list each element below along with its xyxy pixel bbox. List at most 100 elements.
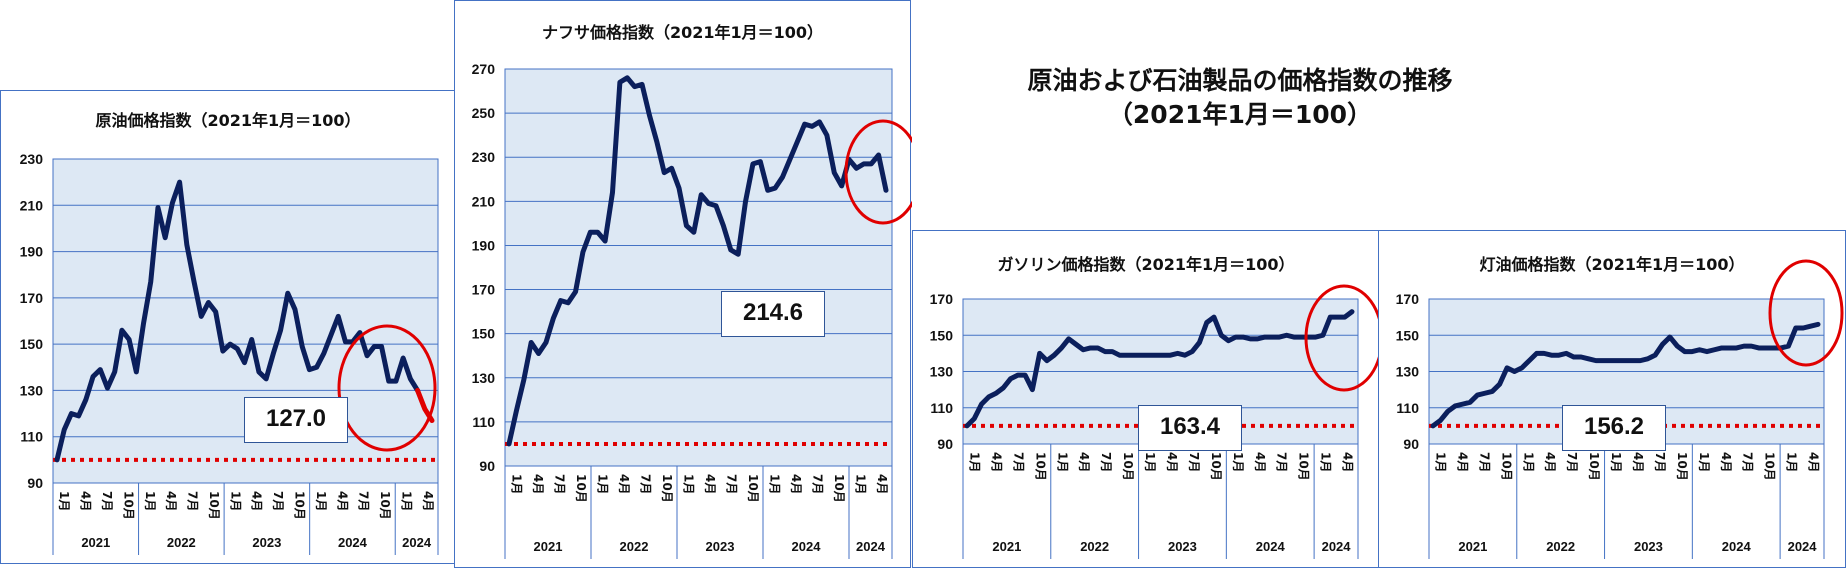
crude-ytick-label: 90 (27, 475, 43, 491)
kerosene-xtick-label: 1月 (1785, 452, 1799, 472)
crude-oil-plot: 90 110 130 150 170 190 210 230 1月 4月 7月 10月 1月 4月 7月 10… (20, 151, 439, 555)
gasoline-ytick-label: 170 (930, 291, 954, 307)
gasoline-ytick-label: 90 (937, 436, 953, 452)
gasoline-xtick-label: 10月 (1033, 452, 1047, 481)
gasoline-year-label: 2023 (1168, 539, 1197, 554)
crude-xtick-label: 4月 (421, 491, 435, 511)
gasoline-latest-value: 163.4 (1138, 405, 1242, 451)
kerosene-year-label: 2023 (1634, 539, 1663, 554)
gasoline-ytick-label: 130 (930, 364, 954, 380)
crude-year-label: 2023 (252, 535, 281, 550)
naphtha-year-label: 2022 (620, 539, 649, 554)
main-title-line2: （2021年1月＝100） (1107, 100, 1373, 129)
naphtha-ytick-label: 110 (472, 414, 495, 430)
naphtha-xtick-label: 10月 (832, 474, 846, 503)
naphtha-xtick-label: 1月 (681, 474, 695, 494)
naphtha-plot: 90 110 130 150 170 190 210 230 250 270 1月 4月 7月 10月 1月… (472, 61, 912, 559)
kerosene-xtick-label: 7月 (1741, 452, 1755, 472)
crude-year-label: 2024 (338, 535, 368, 550)
crude-year-label: 2021 (81, 535, 110, 550)
gasoline-year-label: 2022 (1080, 539, 1109, 554)
crude-xtick-label: 1月 (57, 491, 71, 511)
crude-ytick-label: 210 (20, 197, 44, 213)
gasoline-xtick-label: 4月 (1077, 452, 1091, 472)
naphtha-xtick-label: 1月 (595, 474, 609, 494)
kerosene-xtick-label: 4月 (1719, 452, 1733, 472)
gasoline-xtick-label: 4月 (1341, 452, 1355, 472)
kerosene-ytick-label: 130 (1396, 364, 1420, 380)
kerosene-xtick-label: 1月 (1609, 452, 1623, 472)
naphtha-chart: ナフサ価格指数（2021年1月＝100） 90 110 130 150 170 190 21… (454, 0, 912, 568)
naphtha-ytick-label: 130 (472, 370, 496, 386)
crude-xtick-label: 1月 (228, 491, 242, 511)
crude-year-label: 2022 (167, 535, 196, 550)
kerosene-ytick-label: 150 (1396, 327, 1420, 343)
gasoline-chart: ガソリン価格指数（2021年1月＝100） 90 110 130 150 170 1月 4月… (912, 230, 1381, 568)
gasoline-xtick-label: 1月 (1231, 452, 1245, 472)
gasoline-xtick-label: 1月 (1055, 452, 1069, 472)
naphtha-ytick-label: 250 (472, 105, 496, 121)
naphtha-series-line (506, 75, 889, 447)
kerosene-xtick-label: 1月 (1521, 452, 1535, 472)
crude-xtick-label: 10月 (292, 491, 306, 520)
crude-xtick-label: 4月 (164, 491, 178, 511)
naphtha-xtick-label: 4月 (531, 474, 545, 494)
naphtha-latest-value: 214.6 (721, 291, 825, 337)
naphtha-xtick-label: 10月 (660, 474, 674, 503)
gasoline-xtick-label: 4月 (989, 452, 1003, 472)
kerosene-xtick-label: 7月 (1565, 452, 1579, 472)
naphtha-xtick-label: 7月 (724, 474, 738, 494)
kerosene-xtick-label: 4月 (1631, 452, 1645, 472)
kerosene-ytick-label: 90 (1403, 436, 1419, 452)
gasoline-xtick-label: 1月 (967, 452, 981, 472)
crude-xtick-label: 4月 (250, 491, 264, 511)
naphtha-ytick-label: 90 (479, 458, 495, 474)
crude-ytick-label: 110 (20, 429, 43, 445)
crude-series-line (54, 179, 421, 463)
naphtha-xtick-label: 7月 (638, 474, 652, 494)
gasoline-xtick-label: 10月 (1297, 452, 1311, 481)
naphtha-xtick-label: 4月 (617, 474, 631, 494)
crude-xtick-label: 10月 (121, 491, 135, 520)
gasoline-year-label: 2021 (992, 539, 1021, 554)
kerosene-series-line (1430, 321, 1821, 429)
crude-xtick-label: 10月 (378, 491, 392, 520)
main-title: 原油および石油製品の価格指数の推移 （2021年1月＝100） (1000, 64, 1480, 132)
kerosene-year-label: 2022 (1546, 539, 1575, 554)
naphtha-xtick-label: 1月 (767, 474, 781, 494)
gasoline-chart-title: ガソリン価格指数（2021年1月＝100） (997, 255, 1295, 274)
naphtha-ytick-label: 230 (472, 149, 496, 165)
crude-xtick-label: 4月 (335, 491, 349, 511)
naphtha-highlight-ellipse (844, 119, 912, 225)
crude-ytick-label: 150 (20, 336, 44, 352)
naphtha-xtick-label: 10月 (746, 474, 760, 503)
gasoline-plot: 90 110 130 150 170 1月 4月 7月 10月 1月 4月 7月 10月 1月 4月 7月 10… (930, 284, 1381, 559)
kerosene-chart: 灯油価格指数（2021年1月＝100） 90 110 130 150 170 1月 4月 7月… (1378, 230, 1846, 568)
kerosene-xtick-label: 10月 (1763, 452, 1777, 481)
gasoline-series-line (964, 309, 1355, 429)
naphtha-ytick-label: 190 (472, 237, 496, 253)
gasoline-xtick-label: 1月 (1319, 452, 1333, 472)
kerosene-latest-value: 156.2 (1562, 405, 1666, 451)
crude-oil-chart: 原油価格指数（2021年1月＝100） 90 110 130 150 170 190 210… (0, 90, 456, 564)
kerosene-xtick-label: 1月 (1433, 452, 1447, 472)
crude-xtick-label: 7月 (271, 491, 285, 511)
naphtha-xtick-label: 4月 (789, 474, 803, 494)
naphtha-xtick-label: 4月 (703, 474, 717, 494)
kerosene-year-label: 2021 (1458, 539, 1487, 554)
crude-xtick-label: 7月 (100, 491, 114, 511)
gasoline-xtick-label: 7月 (1275, 452, 1289, 472)
kerosene-chart-title: 灯油価格指数（2021年1月＝100） (1479, 255, 1745, 274)
gasoline-xtick-label: 7月 (1187, 452, 1201, 472)
kerosene-year-label: 2024 (1788, 539, 1818, 554)
naphtha-ytick-label: 270 (472, 61, 496, 77)
crude-oil-latest-value: 127.0 (244, 397, 348, 443)
kerosene-xtick-label: 10月 (1587, 452, 1601, 481)
naphtha-xtick-label: 4月 (875, 474, 889, 494)
kerosene-xtick-label: 4月 (1455, 452, 1469, 472)
crude-xtick-label: 4月 (79, 491, 93, 511)
kerosene-xtick-label: 4月 (1807, 452, 1821, 472)
crude-xtick-label: 1月 (143, 491, 157, 511)
crude-xtick-label: 7月 (186, 491, 200, 511)
gasoline-ytick-label: 110 (930, 400, 953, 416)
